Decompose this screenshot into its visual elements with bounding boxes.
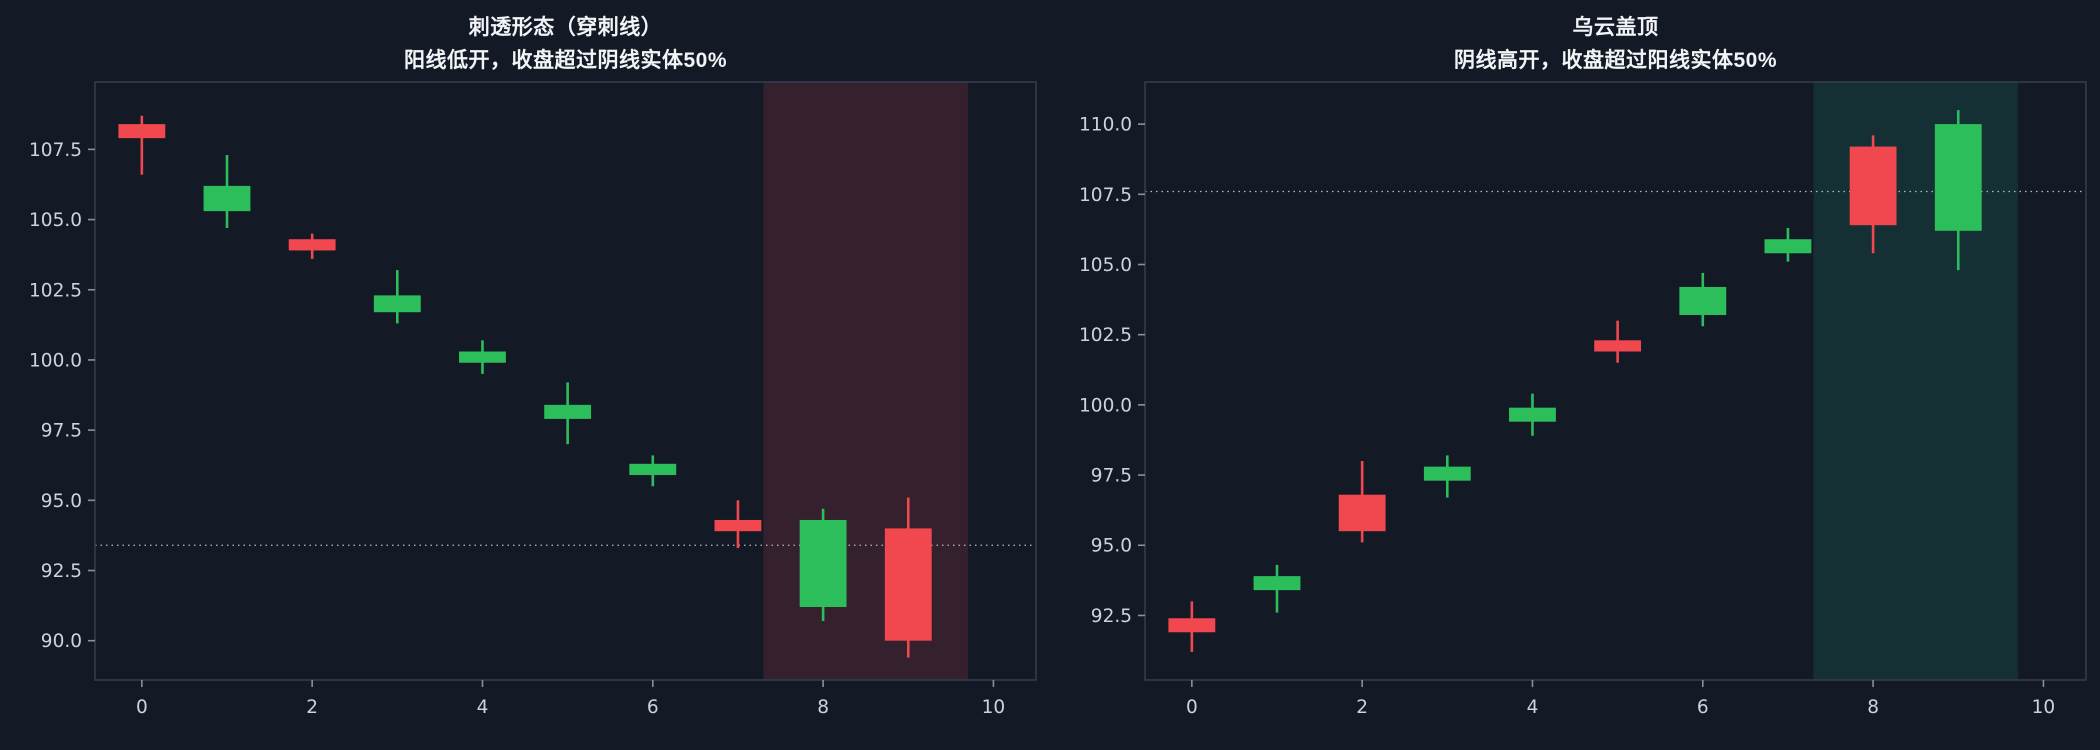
candle-6 — [1679, 272, 1727, 327]
candle-body — [288, 239, 336, 251]
y-tick-label: 107.5 — [1079, 185, 1132, 206]
x-tick-label: 4 — [477, 697, 489, 718]
chart-title-block-piercing: 刺透形态（穿刺线） 阳线低开，收盘超过阴线实体50% — [95, 12, 1036, 77]
x-tick-label: 4 — [1527, 697, 1539, 718]
y-tick-label: 105.0 — [29, 210, 82, 231]
panel-dark-cloud-cover: 乌云盖顶 阴线高开，收盘超过阳线实体50% 92.5 95.0 97.5 100.0 1… — [1050, 0, 2100, 750]
y-tick-label: 100.0 — [29, 350, 82, 371]
candle-body — [1594, 340, 1642, 352]
candle-body — [1934, 124, 1982, 231]
x-tick-label: 0 — [136, 697, 148, 718]
candle-3 — [1423, 455, 1471, 498]
candle-9 — [884, 497, 932, 658]
plot-border — [94, 81, 1037, 681]
y-tick-label: 92.5 — [1091, 606, 1132, 627]
candle-6 — [629, 455, 677, 487]
candle-body — [1423, 466, 1471, 481]
panel-piercing-pattern: 刺透形态（穿刺线） 阳线低开，收盘超过阴线实体50% 90.0 92.5 95.0 9… — [29, 12, 1037, 718]
y-tick-label: 95.0 — [41, 491, 82, 512]
y-tick-label: 92.5 — [41, 561, 82, 582]
candle-body — [373, 295, 421, 313]
candle-body — [1509, 407, 1556, 422]
candle-8 — [799, 508, 847, 622]
candle-body — [118, 124, 166, 139]
candle-8 — [1849, 135, 1897, 254]
y-tick-label: 102.5 — [29, 280, 82, 301]
candle-5 — [1594, 320, 1642, 363]
chart-subtitle: 阳线低开，收盘超过阴线实体50% — [403, 48, 728, 72]
candle-body — [1764, 239, 1812, 254]
candle-body — [714, 519, 762, 532]
plot-border — [1144, 81, 2087, 681]
candle-7 — [1764, 227, 1812, 262]
candle-body — [544, 404, 592, 419]
candle-9 — [1934, 110, 1982, 271]
candlestick-chart-piercing: 90.0 92.5 95.0 97.5 100.0 102.5 105.0 107.5 0 2 4 6… — [29, 81, 1037, 718]
candle-body — [203, 185, 251, 212]
x-tick-label: 8 — [817, 697, 829, 718]
candle-body — [629, 463, 677, 476]
x-tick-label: 0 — [1186, 697, 1198, 718]
candle-0 — [118, 115, 166, 175]
candle-body — [1679, 286, 1727, 316]
chart-title: 刺透形态（穿刺线） — [468, 16, 663, 39]
x-tick-label: 2 — [1356, 697, 1368, 718]
y-tick-label: 100.0 — [1079, 395, 1132, 416]
candle-body — [1253, 576, 1301, 591]
candle-1 — [203, 154, 251, 228]
candle-body — [1338, 494, 1386, 532]
candle-body — [459, 351, 506, 363]
candle-4 — [459, 340, 506, 374]
chart-title-block-dark-cloud: 乌云盖顶 阴线高开，收盘超过阳线实体50% — [1145, 12, 2086, 77]
candle-body — [799, 519, 847, 608]
y-tick-label: 97.5 — [1091, 466, 1132, 487]
y-tick-label: 102.5 — [1079, 325, 1132, 346]
candle-2 — [1338, 461, 1386, 543]
candle-body — [1168, 618, 1216, 633]
x-tick-label: 10 — [982, 697, 1006, 718]
y-tick-label: 97.5 — [41, 421, 82, 442]
candle-0 — [1168, 601, 1216, 652]
x-tick-label: 8 — [1867, 697, 1879, 718]
candle-2 — [288, 233, 336, 259]
x-tick-label: 6 — [1697, 697, 1709, 718]
candle-body — [884, 528, 932, 641]
x-tick-label: 6 — [647, 697, 659, 718]
y-tick-label: 110.0 — [1079, 115, 1132, 136]
candle-1 — [1253, 564, 1301, 613]
y-tick-label: 105.0 — [1079, 255, 1132, 276]
candle-7 — [714, 500, 762, 549]
candle-3 — [373, 270, 421, 324]
y-tick-label: 95.0 — [1091, 536, 1132, 557]
candle-body — [1849, 146, 1897, 226]
pattern-highlight-span — [763, 82, 968, 680]
y-tick-label: 107.5 — [29, 140, 82, 161]
candle-5 — [544, 382, 592, 445]
x-tick-label: 2 — [306, 697, 318, 718]
candlestick-chart-dark-cloud: 92.5 95.0 97.5 100.0 102.5 105.0 107.5 110.0 0 2 4… — [1079, 81, 2087, 718]
chart-subtitle: 阴线高开，收盘超过阳线实体50% — [1453, 48, 1778, 72]
y-tick-label: 90.0 — [41, 631, 82, 652]
pattern-highlight-span — [1813, 82, 2018, 680]
x-tick-label: 10 — [2032, 697, 2056, 718]
candle-4 — [1509, 393, 1556, 436]
chart-title: 乌云盖顶 — [1572, 16, 1659, 39]
